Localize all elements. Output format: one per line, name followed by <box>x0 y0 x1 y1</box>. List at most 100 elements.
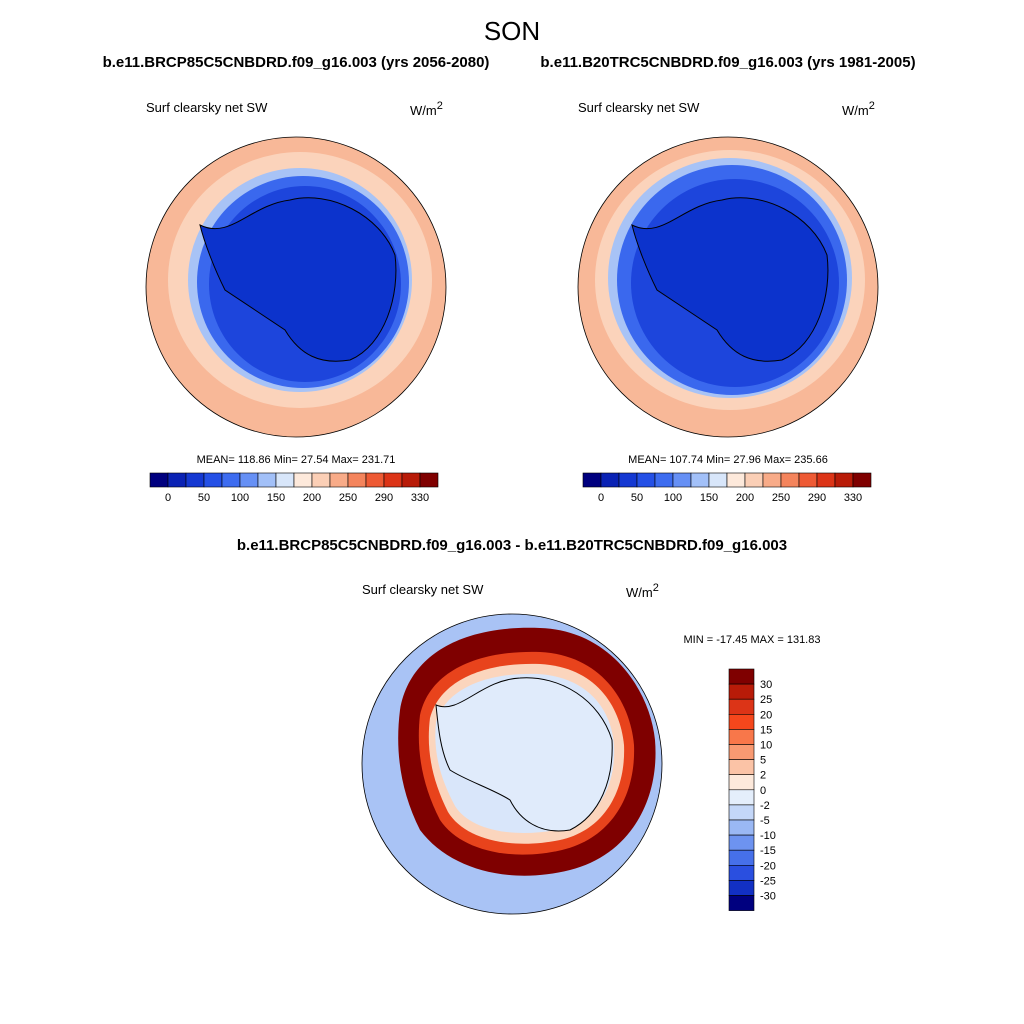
colorbar-box <box>221 472 241 488</box>
colorbar-box <box>728 819 755 836</box>
colorbar-tick-label: 100 <box>231 492 249 504</box>
colorbar-box <box>275 472 295 488</box>
colorbar-box <box>728 668 755 685</box>
colorbar-box <box>257 472 277 488</box>
colorbar-tick-label: 30 <box>760 679 772 691</box>
stats: MEAN= 107.74 Min= 27.96 Max= 235.66 <box>628 454 828 466</box>
colorbar-tick-label: 100 <box>664 492 682 504</box>
variable-label: Surf clearsky net SW <box>146 100 268 115</box>
colorbar-tick-label: 200 <box>736 492 754 504</box>
colorbar-tick-label: 200 <box>303 492 321 504</box>
colorbar-box <box>798 472 818 488</box>
colorbar-box <box>365 472 385 488</box>
colorbar-box <box>654 472 674 488</box>
colorbar-box <box>728 789 755 806</box>
colorbar-tick-label: 330 <box>844 492 862 504</box>
colorbar-box <box>726 472 746 488</box>
colorbar-box <box>728 895 755 911</box>
colorbar-tick-label: -20 <box>760 860 776 872</box>
colorbar-box <box>636 472 656 488</box>
colorbar-box <box>347 472 367 488</box>
colorbar-tick-label: 10 <box>760 740 772 752</box>
colorbar-tick-label: -5 <box>760 815 770 827</box>
colorbar-box <box>672 472 692 488</box>
colorbar-box <box>728 713 755 730</box>
colorbar-box <box>728 683 755 700</box>
stats: MIN = -17.45 MAX = 131.83 <box>684 634 821 646</box>
colorbar-tick-label: 150 <box>267 492 285 504</box>
panel-case: b.e11.BRCP85C5CNBDRD.f09_g16.003 (yrs 20… <box>103 54 490 71</box>
colorbar-box <box>728 849 755 866</box>
figure-title: SON <box>484 16 540 46</box>
colorbar-box <box>728 880 755 896</box>
polar-map <box>577 136 879 438</box>
colorbar-tick-label: 250 <box>772 492 790 504</box>
colorbar-box <box>293 472 313 488</box>
units-sup: 2 <box>653 582 659 594</box>
colorbar-box <box>744 472 764 488</box>
variable-label: Surf clearsky net SW <box>578 100 700 115</box>
colorbar-tick-label: 5 <box>760 755 766 767</box>
colorbar-box <box>780 472 800 488</box>
colorbar-box <box>728 759 755 775</box>
units-sup: 2 <box>869 100 875 112</box>
colorbar-box <box>728 774 755 791</box>
variable-label: Surf clearsky net SW <box>362 582 484 597</box>
colorbar-tick-label: -2 <box>760 800 770 812</box>
colorbar-tick-label: 50 <box>631 492 643 504</box>
colorbar-box <box>203 472 223 488</box>
colorbar-box <box>728 834 755 851</box>
colorbar-box <box>690 472 710 488</box>
colorbar-box <box>728 804 755 821</box>
units: W/m <box>626 585 653 600</box>
colorbar-tick-label: 290 <box>808 492 826 504</box>
colorbar-box <box>383 472 403 488</box>
colorbar-box <box>708 472 728 488</box>
colorbar-box <box>852 472 872 488</box>
colorbar-box <box>618 472 638 488</box>
colorbar-tick-label: 25 <box>760 694 772 706</box>
difference-case: b.e11.BRCP85C5CNBDRD.f09_g16.003 - b.e11… <box>237 537 787 554</box>
units-label: W/m2 <box>842 100 875 118</box>
colorbar-tick-label: -10 <box>760 830 776 842</box>
colorbar-tick-label: -15 <box>760 845 776 857</box>
units-sup: 2 <box>437 100 443 112</box>
colorbar-box <box>728 744 755 760</box>
units: W/m <box>410 103 437 118</box>
colorbar-tick-label: -30 <box>760 891 776 903</box>
polar-map <box>361 613 663 915</box>
colorbar-box <box>419 472 439 488</box>
colorbar-tick-label: 20 <box>760 709 772 721</box>
colorbar-box <box>185 472 205 488</box>
colorbar-tick-label: 2 <box>760 770 766 782</box>
polar-map <box>145 136 447 438</box>
colorbar-box <box>762 472 782 488</box>
colorbar-box <box>167 472 187 488</box>
colorbar-box <box>600 472 620 488</box>
colorbar-tick-label: 290 <box>375 492 393 504</box>
colorbar-tick-label: 50 <box>198 492 210 504</box>
colorbar-tick-label: 0 <box>165 492 171 504</box>
colorbar-tick-label: 0 <box>598 492 604 504</box>
colorbar-box <box>239 472 259 488</box>
colorbar-tick-label: 0 <box>760 785 766 797</box>
colorbar-box <box>834 472 854 488</box>
colorbar-box <box>728 864 755 881</box>
colorbar-box <box>582 472 602 488</box>
units-label: W/m2 <box>410 100 443 118</box>
colorbar-tick-label: 15 <box>760 724 772 736</box>
units: W/m <box>842 103 869 118</box>
colorbar-box <box>149 472 169 488</box>
colorbar-box <box>401 472 421 488</box>
colorbar-tick-label: 330 <box>411 492 429 504</box>
colorbar-box <box>329 472 349 488</box>
colorbar-tick-label: -25 <box>760 875 776 887</box>
panel-case: b.e11.B20TRC5CNBDRD.f09_g16.003 (yrs 198… <box>540 54 915 71</box>
colorbar-box <box>816 472 836 488</box>
colorbar-tick-label: 150 <box>700 492 718 504</box>
units-label: W/m2 <box>626 582 659 600</box>
colorbar-tick-label: 250 <box>339 492 357 504</box>
stats: MEAN= 118.86 Min= 27.54 Max= 231.71 <box>197 454 396 466</box>
